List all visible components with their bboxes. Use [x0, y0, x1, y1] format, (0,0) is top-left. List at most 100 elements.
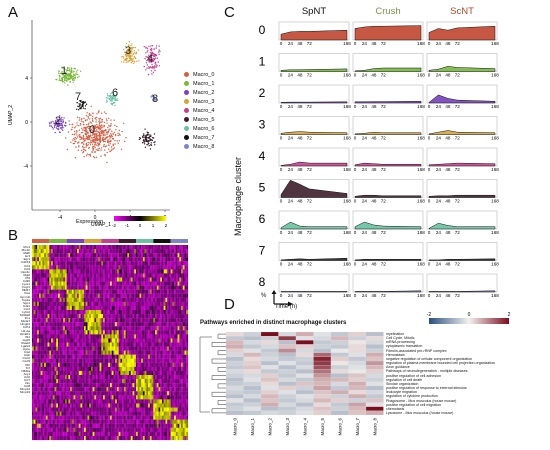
umap-cell — [73, 74, 75, 77]
umap-cell — [82, 150, 85, 153]
umap-cell — [108, 144, 110, 146]
umap-cell — [103, 124, 105, 127]
umap-cluster-label: 6 — [112, 87, 118, 99]
pathway-cell — [225, 360, 244, 366]
pathway-cell — [330, 385, 349, 391]
umap-cell — [83, 117, 85, 119]
umap-cell — [152, 66, 154, 69]
pathway-cell — [330, 394, 349, 399]
umap-cell — [87, 124, 90, 126]
umap-cell — [93, 145, 95, 148]
umap-cell — [147, 49, 149, 51]
pathway-cell — [365, 406, 384, 411]
umap-cell — [106, 131, 109, 133]
pathway-cell — [278, 356, 297, 362]
umap-cell — [63, 73, 65, 75]
time-tick: 0 — [354, 230, 357, 235]
umap-cell — [82, 107, 85, 109]
umap-cell — [108, 125, 110, 127]
umap-cell — [73, 137, 75, 140]
scale-bar — [258, 290, 308, 320]
pathway-cell — [243, 331, 262, 337]
pathway-cell — [348, 344, 367, 349]
time-tick: 48 — [445, 167, 451, 172]
umap-cell — [110, 123, 112, 125]
umap-cell — [70, 141, 72, 143]
umap-cell — [90, 125, 92, 128]
umap-cell — [128, 44, 130, 46]
umap-cell — [101, 147, 103, 149]
umap-cell — [94, 151, 97, 153]
umap-cell — [95, 121, 97, 123]
umap-cell — [103, 133, 105, 135]
pathway-cell — [243, 385, 262, 391]
time-tick: 24 — [436, 167, 442, 172]
umap-cell — [90, 122, 93, 124]
pathway-cell — [313, 377, 332, 382]
umap-cell — [88, 112, 91, 115]
timecourse-panel — [426, 116, 498, 135]
time-tick: 168 — [417, 230, 425, 235]
time-tick: 48 — [445, 104, 451, 109]
umap-cell — [86, 130, 88, 132]
umap-cell — [67, 84, 69, 86]
umap-cell — [74, 68, 76, 70]
time-tick: 0 — [280, 73, 283, 78]
cluster-annotation-bar — [118, 239, 136, 243]
pathway-cell — [313, 381, 332, 387]
area-series — [428, 94, 496, 104]
umap-cell — [50, 121, 52, 123]
time-tick: 168 — [417, 199, 425, 204]
umap-cell — [79, 138, 81, 141]
umap-cell — [86, 112, 88, 114]
umap-x-tick: -4 — [58, 215, 63, 221]
pathway-cell — [260, 373, 279, 378]
legend-item: Macro_5 — [184, 115, 214, 124]
time-tick: 24 — [436, 262, 442, 267]
umap-cell — [151, 54, 153, 56]
umap-cell — [71, 69, 73, 72]
umap-cell — [92, 148, 95, 150]
umap-cell — [95, 131, 97, 133]
umap-cell — [151, 63, 153, 66]
pathway-cell — [278, 402, 297, 407]
umap-cell — [81, 118, 83, 120]
umap-cell — [149, 48, 152, 51]
umap-cell — [89, 144, 92, 146]
area-series — [428, 194, 496, 198]
umap-cell — [69, 77, 71, 79]
timecourse-panel — [278, 116, 350, 135]
umap-cell — [127, 51, 129, 54]
umap-cell — [146, 131, 148, 133]
umap-cell — [66, 79, 68, 81]
umap-cell — [88, 122, 90, 125]
time-tick: 168 — [343, 136, 351, 141]
pathway-row-label: positive regulation of cell adhesion — [386, 373, 441, 378]
gene-label: Ccl3 — [23, 263, 30, 268]
umap-cell — [114, 104, 116, 107]
umap-cell — [94, 137, 97, 139]
umap-cell — [110, 146, 113, 148]
timecourse-panel — [352, 84, 424, 104]
umap-cell — [92, 132, 94, 134]
pathway-row-label: Lysosome - Mus musculus (house mouse) — [386, 410, 454, 415]
umap-cell — [109, 125, 111, 128]
time-tick: 168 — [491, 41, 499, 46]
time-tick: 0 — [280, 199, 283, 204]
cluster-row-label: 3 — [259, 118, 266, 132]
umap-cell — [86, 119, 88, 121]
pathway-cell — [365, 385, 384, 391]
umap-cell — [109, 150, 111, 152]
umap-cell — [125, 54, 127, 57]
gene-label: Ifit1 — [25, 334, 30, 339]
pathway-cell — [313, 410, 332, 416]
umap-cell — [75, 71, 78, 73]
pathway-cell — [295, 381, 314, 387]
umap-cell — [146, 144, 148, 146]
umap-cell — [65, 80, 67, 82]
umap-cell — [114, 143, 116, 145]
pathway-colorbar: -2 0 2 — [427, 312, 511, 324]
umap-cell — [112, 148, 115, 150]
umap-cell — [115, 95, 117, 98]
umap-cell — [131, 49, 133, 51]
